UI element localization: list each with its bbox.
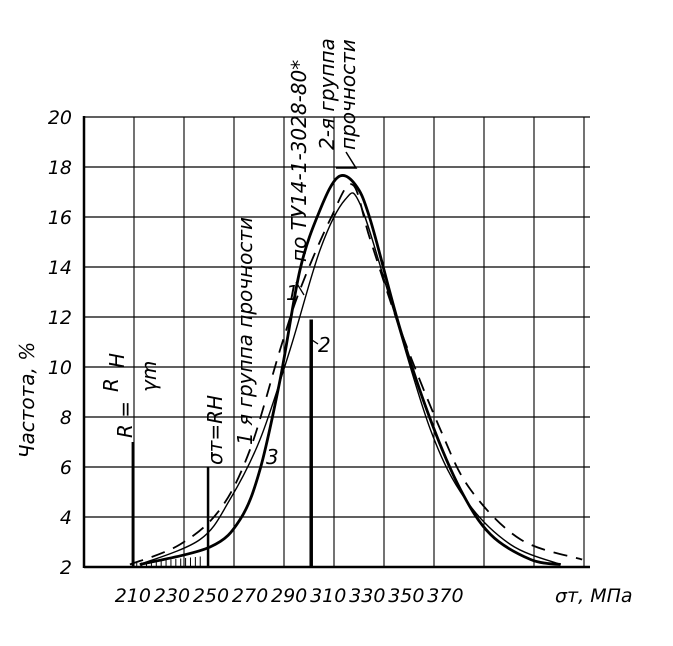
x-tick-label: 350 bbox=[388, 585, 424, 607]
group1-label: 1 я группа прочности bbox=[233, 217, 257, 445]
x-axis-label: σт, МПа bbox=[555, 585, 633, 607]
tu-label: по ТУ14-1-3028-80* bbox=[287, 60, 311, 262]
y-tick-label: 8 bbox=[60, 407, 72, 429]
y-tick-label: 16 bbox=[48, 207, 72, 229]
x-tick-label: 370 bbox=[427, 585, 463, 607]
y-tick-label: 18 bbox=[48, 157, 72, 179]
axes bbox=[82, 116, 590, 569]
series-group bbox=[129, 174, 583, 566]
series-line-3 bbox=[139, 192, 561, 566]
x-tick-label: 250 bbox=[193, 585, 229, 607]
y-tick-label: 10 bbox=[48, 357, 72, 379]
curve3-label: 3 bbox=[266, 445, 279, 469]
curve2-pointer bbox=[311, 339, 319, 345]
curve1-label: 1 bbox=[286, 281, 299, 305]
y-tick-label: 20 bbox=[48, 107, 72, 129]
x-tick-label: 330 bbox=[349, 585, 385, 607]
y-tick-label: 6 bbox=[60, 457, 72, 479]
y-tick-label: 2 bbox=[60, 557, 72, 579]
y-tick-label: 12 bbox=[48, 307, 72, 329]
series-line-2 bbox=[129, 183, 583, 566]
x-tick-label: 310 bbox=[310, 585, 346, 607]
curve2-label: 2 bbox=[318, 333, 331, 357]
r-formula-num: R bbox=[99, 378, 123, 392]
y-tick-label: 4 bbox=[60, 507, 72, 529]
x-tick-label: 290 bbox=[271, 585, 307, 607]
group2-label-line1: 2-я группа bbox=[315, 38, 339, 150]
x-tick-label: 230 bbox=[154, 585, 190, 607]
r-formula-num-sub: H bbox=[105, 353, 129, 368]
r-formula-den: γm bbox=[137, 361, 161, 392]
sigma-rh-label: σт=RH bbox=[203, 395, 227, 465]
series-line-1 bbox=[139, 174, 561, 566]
x-tick-label: 210 bbox=[115, 585, 151, 607]
x-tick-label: 270 bbox=[232, 585, 268, 607]
y-axis-label: Частота, % bbox=[15, 342, 39, 458]
group2-label-line2: прочности bbox=[336, 39, 360, 150]
marker-lines bbox=[131, 319, 313, 567]
y-tick-label: 14 bbox=[48, 257, 72, 279]
r-formula-lhs: R = bbox=[113, 401, 137, 438]
grid bbox=[84, 116, 590, 567]
group2-pointer bbox=[336, 151, 358, 169]
curve1-pointer bbox=[295, 281, 305, 296]
